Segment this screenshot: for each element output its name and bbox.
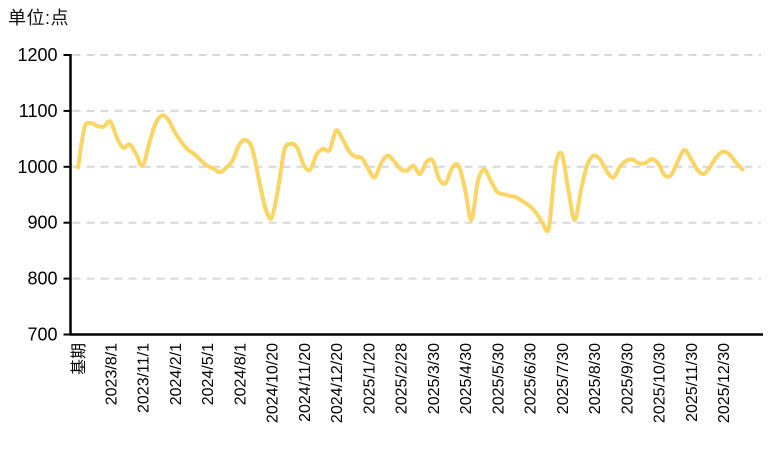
y-axis-tick-label: 700 (27, 325, 57, 345)
x-axis-label: 2025/1/20 (361, 343, 378, 414)
x-axis-label: 2025/5/30 (490, 343, 507, 414)
x-axis-label: 2025/8/30 (587, 343, 604, 414)
series-line (76, 113, 745, 234)
y-axis-tick-label: 800 (27, 269, 57, 289)
x-axis-label: 2025/12/30 (716, 343, 733, 423)
x-axis-label: 2023/8/1 (103, 343, 120, 405)
y-axis-tick-label: 1000 (17, 157, 57, 177)
x-axis-label: 2023/11/1 (136, 343, 153, 413)
x-axis-label: 2024/5/1 (200, 343, 217, 405)
x-axis-label: 2025/6/30 (523, 343, 540, 414)
y-axis-tick-label: 1200 (17, 45, 57, 65)
x-axis-label: 2024/11/20 (297, 343, 314, 422)
y-axis-tick-label: 1100 (19, 101, 58, 121)
x-axis-label: 2024/10/20 (265, 343, 282, 423)
x-axis-label: 2025/10/30 (652, 343, 669, 423)
x-axis-label: 2024/12/20 (329, 343, 346, 423)
x-axis-label: 2024/2/1 (168, 343, 185, 405)
x-axis-label: 2025/4/30 (458, 343, 475, 414)
x-axis-label: 2025/9/30 (619, 343, 636, 414)
y-axis-tick-label: 900 (27, 213, 57, 233)
chart-unit-label: 单位:点 (8, 8, 70, 28)
x-axis-label: 2025/2/28 (394, 343, 411, 414)
x-axis-label: 2025/3/30 (426, 343, 443, 414)
x-axis-label: 2025/11/30 (684, 343, 701, 422)
x-axis-label: 2025/7/30 (555, 343, 572, 414)
x-axis-label: 基期 (70, 343, 88, 375)
x-axis-label: 2024/8/1 (232, 343, 249, 405)
